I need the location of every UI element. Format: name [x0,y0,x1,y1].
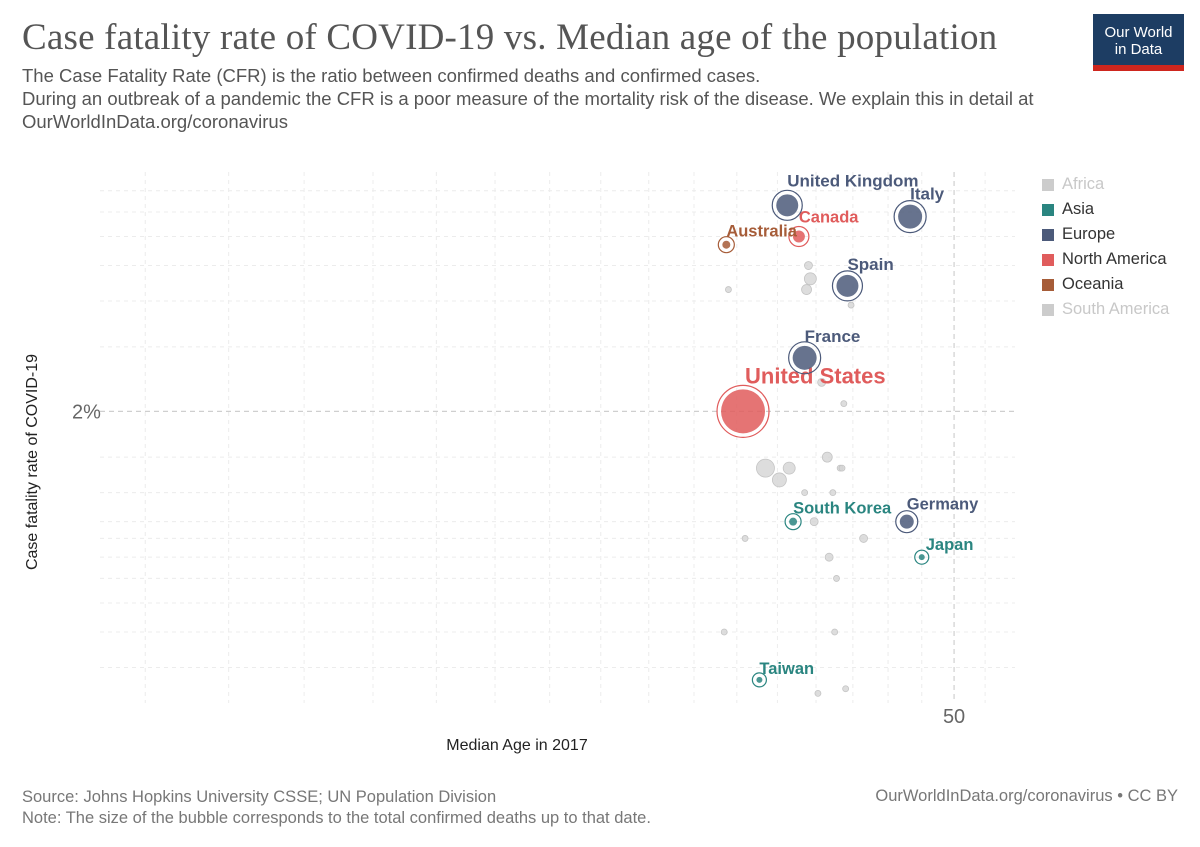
data-label: United Kingdom [787,171,918,190]
data-point [836,274,859,297]
data-point-ring [788,225,810,248]
x-axis-label: Median Age in 2017 [446,737,588,754]
data-point [801,489,809,497]
legend: Africa Asia Europe North America Oceania… [1042,172,1169,322]
owid-logo[interactable]: Our World in Data [1093,14,1184,71]
legend-label: Oceania [1062,275,1124,293]
data-point [782,461,796,475]
data-label: United States [745,363,886,388]
x-tick-label: 50 [943,706,965,728]
data-point [721,389,766,434]
data-point [722,240,731,249]
data-point-ring [784,513,802,531]
data-point-ring [788,341,822,375]
data-point-ring [716,384,770,438]
legend-item-asia[interactable]: Asia [1042,197,1169,222]
legend-label: Asia [1062,200,1095,218]
data-point [824,552,834,562]
data-label: Germany [907,496,979,514]
data-label: Japan [926,536,974,554]
legend-item-north-america[interactable]: North America [1042,247,1169,272]
legend-item-europe[interactable]: Europe [1042,222,1169,247]
data-point [804,261,813,270]
logo-line-1: Our World [1104,24,1173,41]
data-point [756,458,775,478]
logo-line-2: in Data [1114,41,1163,58]
data-point [829,489,837,497]
legend-label: Africa [1062,175,1105,193]
data-point-ring [771,189,803,221]
data-point [720,628,728,636]
legend-swatch [1042,228,1054,241]
data-point [898,204,923,229]
data-point [756,676,763,683]
data-point-ring [895,510,919,534]
data-point [833,575,840,582]
legend-label: South America [1062,300,1170,318]
data-point [771,472,787,488]
data-label: Canada [799,209,859,227]
data-point [789,517,798,526]
data-point [918,554,925,561]
data-label: Spain [847,255,893,274]
data-point [840,400,848,407]
legend-swatch [1042,178,1054,191]
y-axis-label: Case fatality rate of COVID-19 [24,354,41,570]
data-point [741,535,749,542]
data-label: Taiwan [759,660,814,678]
data-point-ring [914,549,930,565]
credit-link[interactable]: OurWorldInData.org/coronavirus • CC BY [875,787,1178,805]
legend-item-africa[interactable]: Africa [1042,172,1169,197]
legend-swatch [1042,278,1054,291]
data-point [803,272,817,286]
legend-swatch [1042,253,1054,266]
data-point [831,628,839,636]
data-point [801,284,812,295]
data-point [792,345,817,370]
legend-item-south-america[interactable]: South America [1042,297,1169,322]
logo-underline [1093,65,1184,71]
data-point [842,685,850,693]
footer: Source: Johns Hopkins University CSSE; U… [22,787,651,829]
legend-label: North America [1062,250,1167,268]
data-point [725,286,732,293]
legend-label: Europe [1062,225,1116,243]
data-point-ring [751,672,767,688]
data-label: France [805,327,861,346]
data-point [817,377,827,387]
legend-swatch [1042,203,1054,216]
legend-swatch [1042,303,1054,316]
data-point [859,534,868,543]
data-label: Australia [726,223,797,241]
data-label: South Korea [793,500,892,518]
chart-subtitle: The Case Fatality Rate (CFR) is the rati… [22,65,1034,132]
source-note: Source: Johns Hopkins University CSSE; U… [22,788,497,806]
data-point [838,464,846,472]
chart-title: Case fatality rate of COVID-19 vs. Media… [22,17,998,58]
data-point [899,514,914,529]
data-point-ring [893,200,927,234]
data-point [792,230,805,243]
data-point [809,517,819,527]
data-point-ring [717,236,735,254]
y-tick-label: 2% [72,401,101,423]
data-point [776,194,799,217]
size-note: Note: The size of the bubble corresponds… [22,809,651,827]
data-point [814,689,822,697]
legend-item-oceania[interactable]: Oceania [1042,272,1169,297]
data-point [821,451,833,463]
data-label: Italy [910,185,945,204]
data-point-ring [831,270,864,302]
data-point [847,301,855,309]
